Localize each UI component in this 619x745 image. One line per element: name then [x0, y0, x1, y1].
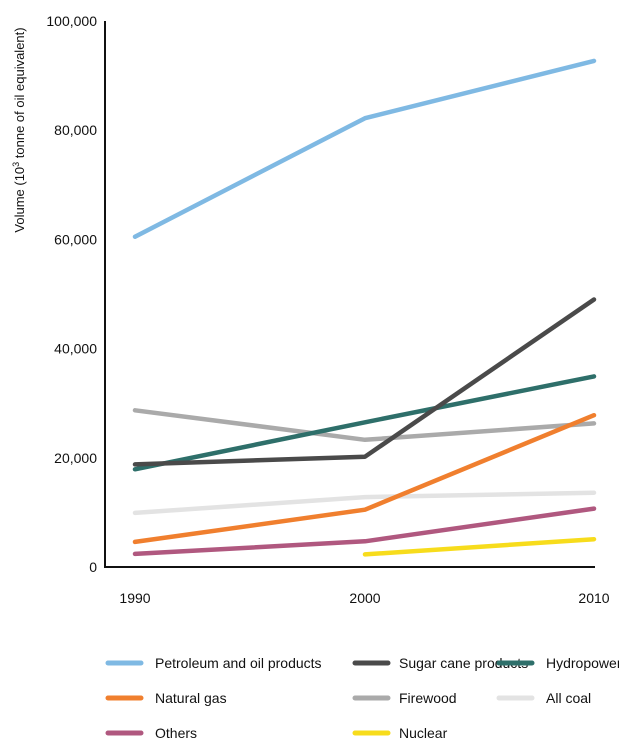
legend-label: Nuclear	[399, 725, 448, 740]
x-tick-label: 2000	[349, 590, 380, 606]
legend-item-sugar-cane-products: Sugar cane products	[352, 655, 528, 671]
series-line-hydropower	[132, 374, 597, 472]
legend-item-firewood: Firewood	[352, 690, 457, 706]
legend-item-hydropower: Hydropower	[496, 655, 619, 671]
series-line-sugar-cane-products	[132, 297, 597, 467]
legend-item-natural-gas: Natural gas	[105, 690, 227, 706]
series-line-all-coal	[132, 490, 597, 516]
legend-label: Sugar cane products	[399, 655, 528, 671]
y-axis-title: Volume (103 tonne of oil equivalent)	[11, 27, 27, 232]
y-tick-label: 80,000	[54, 122, 97, 138]
y-tick-label: 100,000	[46, 13, 97, 29]
legend-item-others: Others	[105, 725, 197, 741]
x-tick-label: 1990	[119, 590, 150, 606]
legend-label: Firewood	[399, 690, 457, 706]
series-line-nuclear	[362, 536, 597, 557]
y-tick-label: 40,000	[54, 341, 97, 357]
legend-label: Petroleum and oil products	[155, 655, 322, 671]
y-tick-label: 0	[89, 559, 97, 575]
x-axis-ticks: 1990 2000 2010	[119, 590, 609, 606]
legend-item-nuclear: Nuclear	[352, 725, 448, 741]
series-line-natural-gas	[132, 412, 597, 545]
legend-label: Natural gas	[155, 690, 227, 706]
series-line-petroleum-and-oil-products	[132, 58, 597, 239]
series-line-firewood	[132, 408, 597, 443]
legend-item-all-coal: All coal	[496, 690, 591, 706]
y-axis-ticks: 0 20,000 40,000 60,000 80,000 100,000	[46, 13, 97, 575]
series-lines	[132, 58, 597, 557]
legend: Petroleum and oil products Sugar cane pro…	[105, 655, 619, 741]
x-tick-label: 2010	[578, 590, 609, 606]
legend-label: All coal	[546, 690, 591, 706]
y-tick-label: 20,000	[54, 450, 97, 466]
y-tick-label: 60,000	[54, 231, 97, 247]
legend-item-petroleum-and-oil-products: Petroleum and oil products	[105, 655, 322, 671]
legend-label: Hydropower	[546, 655, 619, 671]
series-line-others	[132, 506, 597, 557]
legend-label: Others	[155, 725, 197, 740]
